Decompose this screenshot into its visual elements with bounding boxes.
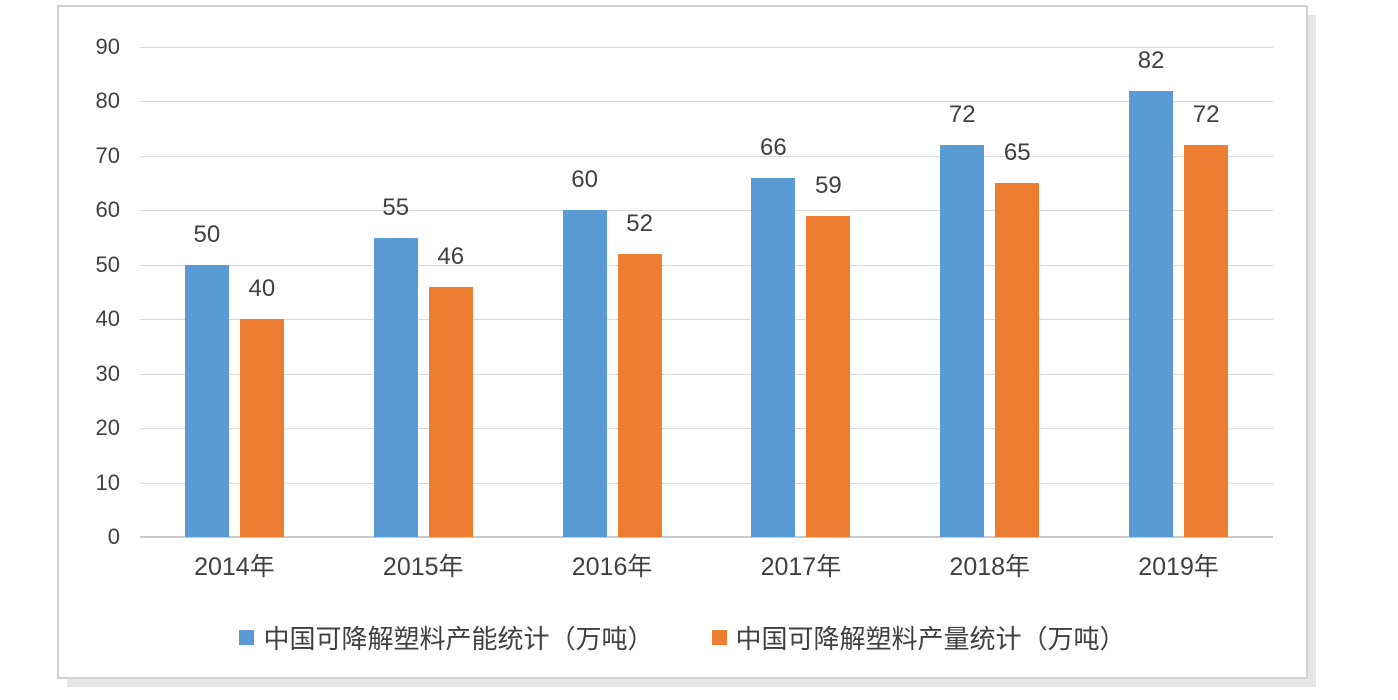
gridline [140, 319, 1273, 321]
y-tick-label: 60 [95, 197, 120, 223]
gridline [140, 264, 1273, 266]
bar-value-label-capacity-2018年: 72 [948, 101, 976, 128]
y-tick-label: 90 [95, 34, 120, 59]
x-tick-label: 2016年 [571, 553, 653, 581]
bar-capacity-2019年 [1129, 90, 1174, 537]
bar-production-2016年 [617, 253, 662, 537]
bar-value-label-production-2019年: 72 [1192, 101, 1220, 128]
bar-production-2014年 [239, 319, 284, 537]
y-tick-label: 70 [95, 142, 120, 168]
bar-value-label-production-2014年: 40 [248, 275, 276, 303]
bar-value-label-capacity-2016年: 60 [571, 166, 598, 194]
bar-value-label-production-2015年: 46 [437, 242, 465, 270]
plot-area: 0 10 20 30 40 50 60 70 80 90 50 40 2014年 55 46 2015年 60 5… [59, 7, 1306, 677]
bar-capacity-2018年 [940, 145, 985, 537]
gridline [140, 210, 1273, 212]
bar-production-2017年 [806, 215, 851, 537]
bar-capacity-2017年 [751, 177, 796, 537]
y-tick-label: 80 [95, 88, 120, 114]
x-axis-line [140, 536, 1273, 538]
legend-label-capacity: 中国可降解塑料产能统计（万吨） [263, 624, 654, 654]
legend-swatch-capacity-icon [239, 630, 255, 645]
x-tick-label: 2019年 [1138, 553, 1219, 581]
y-tick-label: 50 [95, 251, 120, 277]
x-tick-label: 2014年 [194, 553, 275, 581]
bar-capacity-2016年 [562, 210, 607, 537]
gridline [140, 482, 1273, 484]
x-tick-label: 2018年 [949, 553, 1031, 581]
y-tick-label: 40 [95, 306, 120, 332]
gridline [140, 101, 1273, 103]
bar-capacity-2015年 [373, 237, 418, 537]
bar-value-label-capacity-2015年: 55 [382, 193, 410, 221]
bar-production-2018年 [995, 183, 1040, 537]
bar-value-label-capacity-2014年: 50 [193, 220, 221, 248]
legend-label-production: 中国可降解塑料产量统计（万吨） [735, 624, 1126, 654]
bar-production-2019年 [1184, 145, 1229, 537]
chart-frame: 0 10 20 30 40 50 60 70 80 90 50 40 2014年 55 46 2015年 60 5… [57, 5, 1308, 679]
x-tick-label: 2015年 [382, 553, 464, 581]
y-tick-label: 30 [95, 360, 120, 386]
gridline [140, 47, 1273, 48]
bar-value-label-production-2016年: 52 [626, 209, 653, 237]
bar-production-2015年 [428, 286, 473, 537]
legend: 中国可降解塑料产能统计（万吨） 中国可降解塑料产量统计（万吨） [59, 619, 1306, 656]
x-tick-label: 2017年 [760, 553, 842, 581]
legend-item-capacity: 中国可降解塑料产能统计（万吨） [239, 619, 654, 656]
bar-capacity-2014年 [184, 264, 229, 537]
gridline [140, 373, 1273, 375]
legend-item-production: 中国可降解塑料产量统计（万吨） [711, 619, 1126, 656]
gridline [140, 428, 1273, 430]
y-tick-label: 0 [107, 524, 120, 549]
legend-swatch-production-icon [711, 630, 727, 645]
bar-value-label-production-2017年: 59 [815, 171, 842, 199]
bar-value-label-capacity-2019年: 82 [1137, 46, 1165, 74]
y-tick-label: 20 [95, 415, 120, 441]
gridline [140, 155, 1273, 157]
bar-value-label-production-2018年: 65 [1003, 139, 1031, 167]
bar-value-label-capacity-2017年: 66 [760, 133, 787, 161]
y-tick-label: 10 [95, 469, 120, 495]
